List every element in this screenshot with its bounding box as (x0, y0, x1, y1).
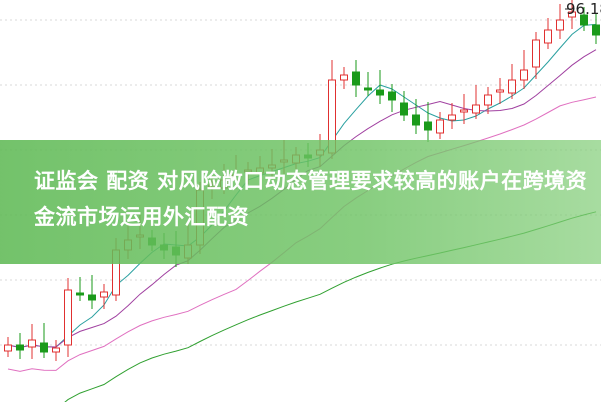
candle-body (388, 91, 396, 101)
candle-body (424, 121, 432, 131)
max-price-label: 96.18 (566, 0, 601, 18)
candle-body (100, 291, 108, 298)
candle-body (28, 339, 36, 348)
candle-body (340, 74, 348, 81)
candle-body (352, 71, 360, 86)
candle-body (88, 294, 96, 301)
candle-body (16, 344, 24, 351)
candle-body (364, 87, 372, 91)
candle-body (52, 347, 60, 353)
candle-body (472, 104, 480, 114)
candle-body (460, 109, 468, 113)
candle-body (496, 89, 504, 93)
headline-banner (0, 140, 601, 264)
candle-body (484, 94, 492, 106)
candle-body (568, 11, 576, 18)
candle-body (40, 342, 48, 353)
candle-body (400, 102, 408, 116)
candle-body (580, 14, 588, 26)
candle-body (4, 344, 12, 352)
candle-body (532, 39, 540, 68)
candle-body (448, 114, 456, 121)
candle-body (64, 289, 72, 346)
candle-body (592, 24, 600, 36)
candle-body (520, 69, 528, 81)
candle-body (544, 29, 552, 44)
headline-text[interactable]: 证监会 配资 对风险敞口动态管理要求较高的账户在跨境资金流市场运用外汇配资 (34, 169, 588, 229)
candle-body (412, 114, 420, 126)
candle-body (376, 89, 384, 96)
candle-body (436, 119, 444, 134)
candle-body (556, 19, 564, 31)
candle-body (76, 292, 84, 296)
candle-body (508, 79, 516, 94)
